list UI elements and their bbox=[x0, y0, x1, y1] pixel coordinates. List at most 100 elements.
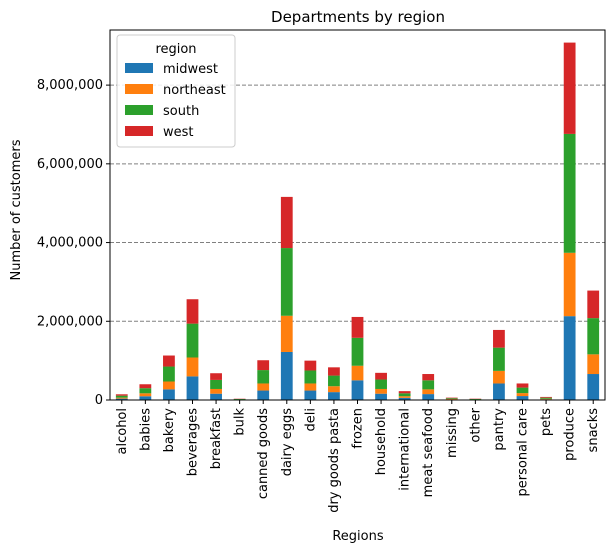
bar-northeast-produce bbox=[563, 252, 576, 317]
bar-midwest-personal-care bbox=[516, 396, 529, 400]
x-tick-label-beverages: beverages bbox=[186, 408, 201, 477]
bar-south-pantry bbox=[493, 347, 505, 371]
legend-label-south: south bbox=[163, 104, 199, 119]
bar-west-missing bbox=[445, 397, 458, 399]
y-ticks: 0 2,000,000 4,000,000 6,000,000 8,000,000 bbox=[37, 78, 110, 408]
bar-south-dairy-eggs bbox=[280, 248, 293, 316]
x-tick-label-canned-goods: canned goods bbox=[256, 408, 271, 499]
bar-northeast-alcohol bbox=[115, 397, 128, 399]
bar-south-deli bbox=[304, 370, 317, 384]
bar-northeast-deli bbox=[304, 383, 317, 391]
bar-south-household bbox=[375, 379, 387, 389]
bar-west-deli bbox=[304, 360, 317, 371]
bar-west-produce bbox=[563, 42, 576, 134]
x-tick-label-frozen: frozen bbox=[351, 408, 366, 449]
legend-swatch-south bbox=[125, 105, 153, 115]
x-tick-label-deli: deli bbox=[303, 408, 318, 431]
bar-midwest-alcohol bbox=[115, 398, 128, 400]
bar-northeast-dairy-eggs bbox=[280, 315, 293, 352]
bar-west-babies bbox=[139, 384, 152, 389]
bar-midwest-household bbox=[375, 393, 387, 400]
bar-south-bakery bbox=[163, 366, 175, 382]
bar-midwest-produce bbox=[563, 316, 576, 400]
bar-northeast-pets bbox=[540, 398, 552, 400]
legend-swatch-midwest bbox=[125, 63, 153, 73]
y-tick-label-0: 0 bbox=[95, 393, 103, 408]
bar-south-alcohol bbox=[115, 395, 128, 398]
bar-midwest-breakfast bbox=[210, 393, 222, 400]
bar-west-pets bbox=[540, 396, 552, 398]
bar-west-bakery bbox=[163, 355, 175, 367]
x-tick-label-personal-care: personal care bbox=[516, 408, 531, 496]
bar-midwest-dairy-eggs bbox=[280, 351, 293, 400]
legend-swatch-west bbox=[125, 126, 153, 136]
bar-west-dry-goods-pasta bbox=[328, 367, 340, 376]
bar-west-frozen bbox=[351, 316, 364, 338]
bar-south-missing bbox=[445, 398, 458, 400]
x-tick-label-bulk: bulk bbox=[233, 408, 248, 436]
bar-northeast-pantry bbox=[493, 370, 505, 384]
x-tick-label-household: household bbox=[374, 408, 389, 475]
bar-northeast-meat-seafood bbox=[422, 389, 435, 395]
x-tick-label-babies: babies bbox=[138, 408, 153, 451]
bar-south-international bbox=[398, 393, 411, 397]
legend-label-midwest: midwest bbox=[163, 62, 218, 77]
bar-northeast-bakery bbox=[163, 381, 175, 390]
y-tick-label-3: 6,000,000 bbox=[37, 157, 103, 172]
chart-title: Departments by region bbox=[271, 8, 445, 26]
x-tick-label-meat-seafood: meat seafood bbox=[421, 408, 436, 497]
bar-west-breakfast bbox=[210, 373, 222, 380]
bar-midwest-pantry bbox=[493, 383, 505, 400]
x-ticks: alcohol babies bakery beverages breakfast bul… bbox=[115, 400, 601, 513]
bar-west-pantry bbox=[493, 329, 505, 348]
bar-midwest-snacks bbox=[587, 374, 600, 400]
bar-west-snacks bbox=[587, 290, 600, 319]
x-tick-label-dairy-eggs: dairy eggs bbox=[280, 408, 295, 477]
legend-label-northeast: northeast bbox=[163, 83, 226, 98]
bar-midwest-bakery bbox=[163, 389, 175, 400]
x-tick-label-pantry: pantry bbox=[492, 408, 507, 451]
y-tick-label-1: 2,000,000 bbox=[37, 314, 103, 329]
bar-south-snacks bbox=[587, 318, 600, 355]
bar-south-babies bbox=[139, 388, 152, 394]
bar-northeast-babies bbox=[139, 393, 152, 397]
bar-northeast-personal-care bbox=[516, 393, 529, 397]
bar-south-dry-goods-pasta bbox=[328, 375, 340, 387]
legend: region midwest northeast south west bbox=[116, 34, 236, 148]
bar-west-personal-care bbox=[516, 383, 529, 388]
x-tick-label-breakfast: breakfast bbox=[209, 408, 224, 469]
legend-label-west: west bbox=[163, 125, 194, 140]
bar-south-meat-seafood bbox=[422, 380, 435, 390]
bar-midwest-beverages bbox=[186, 376, 199, 400]
x-axis-label: Regions bbox=[332, 529, 384, 544]
bar-northeast-frozen bbox=[351, 365, 364, 381]
bars-group bbox=[115, 42, 600, 400]
bar-west-alcohol bbox=[115, 394, 128, 396]
bar-south-produce bbox=[563, 133, 576, 253]
x-tick-label-dry-goods-pasta: dry goods pasta bbox=[327, 408, 342, 513]
bar-midwest-international bbox=[398, 397, 411, 400]
bar-midwest-dry-goods-pasta bbox=[328, 392, 340, 400]
bar-midwest-babies bbox=[139, 396, 152, 400]
bar-midwest-meat-seafood bbox=[422, 394, 435, 400]
x-tick-label-missing: missing bbox=[445, 408, 460, 458]
bar-south-frozen bbox=[351, 337, 364, 366]
bar-northeast-beverages bbox=[186, 357, 199, 377]
bar-west-beverages bbox=[186, 299, 199, 324]
bar-midwest-canned-goods bbox=[257, 390, 270, 400]
legend-swatch-northeast bbox=[125, 84, 153, 94]
bar-south-canned-goods bbox=[257, 370, 270, 384]
bar-northeast-household bbox=[375, 388, 387, 394]
x-tick-label-bakery: bakery bbox=[162, 408, 177, 453]
bar-west-canned-goods bbox=[257, 360, 270, 371]
bar-northeast-canned-goods bbox=[257, 383, 270, 391]
bar-west-meat-seafood bbox=[422, 374, 435, 381]
x-tick-label-pets: pets bbox=[539, 408, 554, 436]
legend-title: region bbox=[155, 42, 196, 57]
x-tick-label-other: other bbox=[468, 407, 483, 442]
bar-south-breakfast bbox=[210, 379, 222, 389]
y-tick-label-2: 4,000,000 bbox=[37, 236, 103, 251]
bar-northeast-breakfast bbox=[210, 388, 222, 394]
